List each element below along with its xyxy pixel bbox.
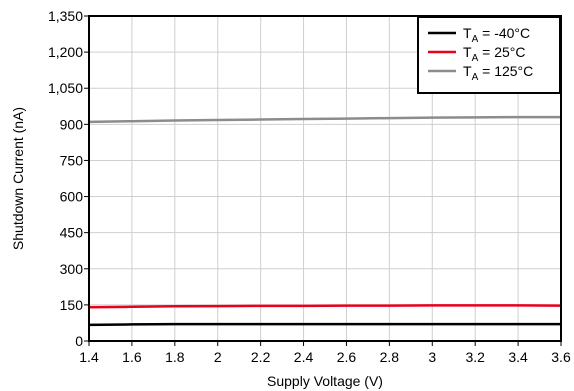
legend-label-rest: = -40°C (478, 25, 530, 41)
y-axis-ticks: 0 150 300 450 600 750 900 1,050 1,200 1,350 (48, 8, 89, 349)
x-tick-label: 3.6 (551, 349, 571, 365)
x-tick-label: 1.8 (165, 349, 185, 365)
y-tick-label: 900 (60, 116, 84, 132)
x-tick-label: 2.6 (337, 349, 357, 365)
legend-entry-1: TA = 25°C (463, 44, 525, 64)
legend-label-main: T (463, 25, 472, 41)
x-tick-label: 2 (214, 349, 222, 365)
legend-label-sub: A (472, 72, 479, 83)
legend-label-main: T (463, 63, 472, 79)
x-tick-label: 1.4 (79, 349, 99, 365)
x-tick-label: 2.2 (251, 349, 271, 365)
x-axis-ticks: 1.4 1.6 1.8 2 2.2 2.4 2.6 2.8 3 3.2 3.4 3.6 (79, 341, 571, 365)
legend-label-rest: = 125°C (478, 63, 533, 79)
y-tick-label: 450 (60, 225, 84, 241)
legend-label-sub: A (472, 34, 479, 45)
series-line-0 (88, 322, 561, 327)
legend-entry-0: TA = -40°C (463, 25, 530, 45)
x-tick-label: 3 (428, 349, 436, 365)
y-tick-label: 1,050 (48, 80, 83, 96)
legend-box (417, 16, 561, 94)
legend-label-rest: = 25°C (478, 44, 525, 60)
x-tick-label: 3.2 (465, 349, 485, 365)
legend: TA = -40°CTA = 25°CTA = 125°C (417, 16, 561, 94)
y-axis-title: Shutdown Current (nA) (10, 107, 26, 250)
y-tick-label: 1,200 (48, 44, 83, 60)
y-tick-label: 300 (60, 261, 84, 277)
y-tick-label: 150 (60, 297, 84, 313)
y-tick-label: 1,350 (48, 8, 83, 24)
series-line-1 (88, 304, 562, 309)
x-tick-label: 2.8 (380, 349, 400, 365)
x-axis-title: Supply Voltage (V) (267, 373, 383, 389)
series-lines (88, 115, 562, 327)
x-tick-label: 2.4 (294, 349, 314, 365)
y-tick-label: 750 (60, 152, 84, 168)
legend-entry-2: TA = 125°C (463, 63, 533, 83)
y-tick-label: 0 (75, 333, 83, 349)
legend-label-main: T (463, 44, 472, 60)
series-line-2 (88, 115, 561, 124)
plot-frame (88, 15, 562, 342)
x-tick-label: 1.6 (122, 349, 142, 365)
x-tick-label: 3.4 (508, 349, 528, 365)
legend-label-sub: A (472, 53, 479, 64)
y-tick-label: 600 (60, 189, 84, 205)
